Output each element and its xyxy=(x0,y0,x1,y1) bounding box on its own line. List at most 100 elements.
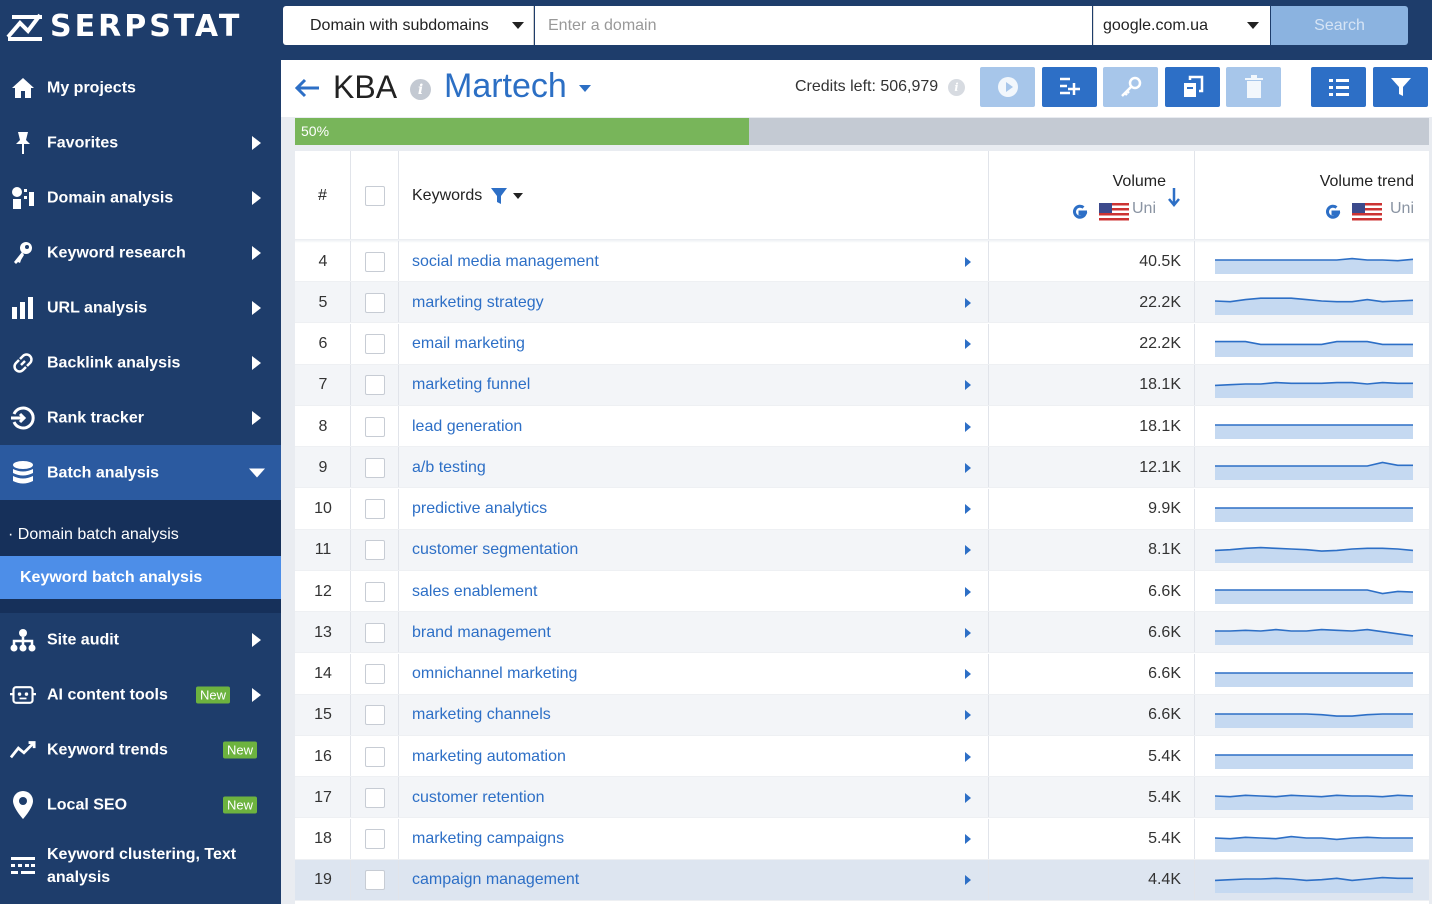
sidebar-item-local-seo[interactable]: Local SEO New xyxy=(0,777,281,832)
keyword-link[interactable]: marketing funnel xyxy=(412,376,531,394)
sidebar-item-backlink-analysis[interactable]: Backlink analysis xyxy=(0,335,281,390)
row-checkbox[interactable] xyxy=(365,457,385,478)
row-checkbox[interactable] xyxy=(365,664,385,684)
table-row[interactable]: 5 marketing strategy 22.2K xyxy=(295,282,1429,324)
sidebar-item-keyword-research[interactable]: Keyword research xyxy=(0,225,281,280)
columns-button[interactable] xyxy=(1311,67,1366,107)
row-checkbox[interactable] xyxy=(365,705,385,726)
keyword-link[interactable]: marketing channels xyxy=(412,706,551,724)
sidebar-item-my-projects[interactable]: My projects xyxy=(0,60,281,115)
keyword-link[interactable]: lead generation xyxy=(412,417,523,435)
table-row[interactable]: 15 marketing channels 6.6K xyxy=(295,694,1429,736)
select-all-checkbox[interactable] xyxy=(364,186,385,206)
caret-down-icon[interactable] xyxy=(579,85,591,92)
row-checkbox[interactable] xyxy=(365,829,385,849)
sidebar-item-site-audit[interactable]: Site audit xyxy=(0,612,281,667)
project-selector[interactable]: Martech xyxy=(444,67,567,105)
expand-row[interactable] xyxy=(958,612,978,653)
keyword-link[interactable]: campaign management xyxy=(412,871,580,889)
expand-row[interactable] xyxy=(958,406,978,447)
row-checkbox[interactable] xyxy=(365,746,385,767)
row-checkbox[interactable] xyxy=(365,416,385,437)
table-row[interactable]: 6 email marketing 22.2K xyxy=(295,323,1429,365)
domain-search-input[interactable] xyxy=(535,6,1092,45)
expand-row[interactable] xyxy=(958,571,978,612)
key-button[interactable] xyxy=(1103,67,1158,107)
row-checkbox[interactable] xyxy=(365,787,385,808)
back-arrow-icon[interactable] xyxy=(294,78,320,103)
keyword-link[interactable]: predictive analytics xyxy=(412,500,548,517)
sort-desc-arrow-icon[interactable] xyxy=(1168,187,1180,207)
sidebar-item-rank-tracker[interactable]: Rank tracker xyxy=(0,390,281,445)
table-row[interactable]: 8 lead generation 18.1K xyxy=(295,406,1429,447)
info-icon[interactable]: i xyxy=(410,79,431,100)
keyword-link[interactable]: email marketing xyxy=(412,335,525,352)
keyword-link[interactable]: omnichannel marketing xyxy=(412,665,578,682)
sidebar-item-url-analysis[interactable]: URL analysis xyxy=(0,280,281,335)
row-checkbox[interactable] xyxy=(365,622,385,643)
search-type-select[interactable]: Domain with subdomains xyxy=(283,6,534,45)
table-row[interactable]: 13 brand management 6.6K xyxy=(295,612,1429,654)
column-header-volume[interactable]: Volume Uni xyxy=(989,151,1195,241)
expand-row[interactable] xyxy=(958,736,978,777)
row-checkbox[interactable] xyxy=(365,581,385,602)
table-row[interactable]: 9 a/b testing 12.1K xyxy=(295,447,1429,489)
expand-row[interactable] xyxy=(958,860,978,901)
expand-row[interactable] xyxy=(958,365,978,406)
expand-row[interactable] xyxy=(958,282,978,323)
keyword-link[interactable]: a/b testing xyxy=(412,458,486,476)
caret-down-icon[interactable] xyxy=(513,193,524,199)
sidebar-item-domain-analysis[interactable]: Domain analysis xyxy=(0,170,281,225)
table-row[interactable]: 11 customer segmentation 8.1K xyxy=(295,529,1429,571)
expand-row[interactable] xyxy=(958,654,978,695)
expand-row[interactable] xyxy=(958,530,978,571)
keyword-link[interactable]: customer segmentation xyxy=(412,541,579,559)
expand-row[interactable] xyxy=(958,695,978,736)
keyword-link[interactable]: marketing strategy xyxy=(412,293,544,311)
row-checkbox[interactable] xyxy=(365,292,385,313)
keyword-link[interactable]: marketing automation xyxy=(412,747,566,765)
column-header-keywords[interactable]: Keywords xyxy=(399,151,989,241)
filter-button[interactable] xyxy=(1373,67,1428,107)
filter-icon[interactable] xyxy=(490,187,508,205)
expand-row[interactable] xyxy=(958,324,978,365)
keyword-link[interactable]: marketing campaigns xyxy=(412,830,565,847)
expand-row[interactable] xyxy=(958,819,978,860)
sidebar-item-keyword-trends[interactable]: Keyword trends New xyxy=(0,722,281,777)
keyword-link[interactable]: customer retention xyxy=(412,788,545,806)
row-checkbox[interactable] xyxy=(365,375,385,396)
table-row[interactable]: 18 marketing campaigns 5.4K xyxy=(295,818,1429,860)
row-checkbox[interactable] xyxy=(365,334,385,354)
search-button[interactable]: Search xyxy=(1271,6,1408,45)
table-row[interactable]: 4 social media management 40.5K xyxy=(295,241,1429,282)
table-row[interactable]: 16 marketing automation 5.4K xyxy=(295,736,1429,777)
copy-button[interactable] xyxy=(1165,67,1220,107)
database-select[interactable]: google.com.ua xyxy=(1093,6,1270,45)
table-row[interactable]: 12 sales enablement 6.6K xyxy=(295,571,1429,612)
row-checkbox[interactable] xyxy=(365,540,385,561)
table-row[interactable]: 10 predictive analytics 9.9K xyxy=(295,488,1429,530)
row-checkbox[interactable] xyxy=(365,870,385,891)
keyword-link[interactable]: sales enablement xyxy=(412,582,538,600)
add-keywords-button[interactable] xyxy=(1042,67,1097,107)
sidebar-item-keyword-clustering[interactable]: Keyword clustering, Text analysis xyxy=(0,837,281,895)
submenu-item-domain-batch-analysis[interactable]: · Domain batch analysis xyxy=(0,513,281,556)
table-row[interactable]: 19 campaign management 4.4K xyxy=(295,859,1429,901)
sidebar-item-favorites[interactable]: Favorites xyxy=(0,115,281,170)
expand-row[interactable] xyxy=(958,447,978,488)
row-checkbox[interactable] xyxy=(365,499,385,519)
expand-row[interactable] xyxy=(958,777,978,818)
sidebar-item-ai-content-tools[interactable]: AI content tools New xyxy=(0,667,281,722)
expand-row[interactable] xyxy=(958,241,978,282)
delete-button[interactable] xyxy=(1226,67,1281,107)
keyword-link[interactable]: brand management xyxy=(412,623,551,641)
table-row[interactable]: 17 customer retention 5.4K xyxy=(295,777,1429,819)
table-row[interactable]: 7 marketing funnel 18.1K xyxy=(295,364,1429,406)
sidebar-item-batch-analysis[interactable]: Batch analysis xyxy=(0,445,281,500)
row-checkbox[interactable] xyxy=(365,251,385,272)
submenu-item-keyword-batch-analysis[interactable]: Keyword batch analysis xyxy=(0,556,281,599)
keyword-link[interactable]: social media management xyxy=(412,252,599,270)
run-button[interactable] xyxy=(980,67,1035,107)
info-icon[interactable]: i xyxy=(948,79,965,96)
table-row[interactable]: 14 omnichannel marketing 6.6K xyxy=(295,653,1429,695)
